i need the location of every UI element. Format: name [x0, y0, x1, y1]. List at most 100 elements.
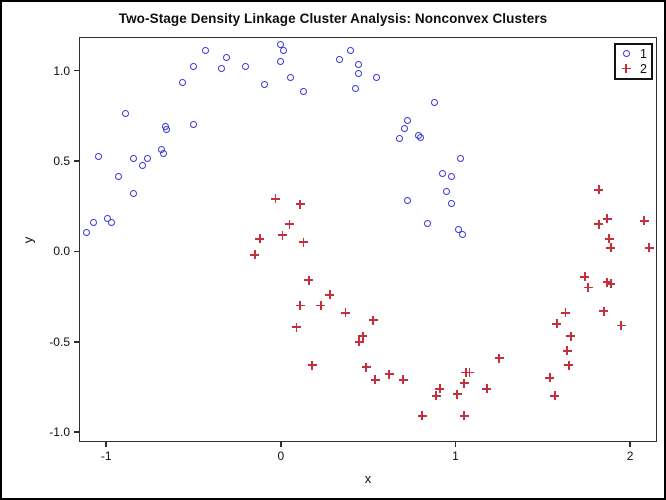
data-point-cluster-2 [606, 243, 616, 253]
data-point-cluster-2 [562, 346, 572, 356]
chart-title: Two-Stage Density Linkage Cluster Analys… [118, 11, 548, 26]
legend-item-cluster-1: 1 [620, 46, 647, 61]
data-point-cluster-2 [435, 384, 445, 394]
data-point-cluster-1 [336, 55, 344, 63]
data-point-cluster-2 [316, 301, 326, 311]
x-axis-tick-label: 0 [277, 449, 285, 463]
y-axis-title: y [20, 236, 36, 243]
data-point-cluster-2 [494, 353, 504, 363]
data-point-cluster-1 [400, 124, 408, 132]
data-point-cluster-1 [442, 187, 450, 195]
data-point-cluster-2 [370, 375, 380, 385]
data-point-cluster-1 [352, 84, 359, 92]
data-point-cluster-2 [452, 389, 462, 399]
data-point-cluster-2 [552, 319, 562, 329]
data-point-cluster-1 [280, 46, 288, 54]
data-point-cluster-2 [594, 185, 604, 195]
data-point-cluster-2 [639, 216, 649, 226]
data-point-cluster-2 [564, 360, 574, 370]
data-point-cluster-2 [398, 375, 408, 385]
data-point-cluster-2 [304, 275, 314, 285]
data-point-cluster-2 [594, 219, 604, 229]
data-point-cluster-1 [395, 135, 403, 143]
data-point-cluster-1 [130, 189, 138, 197]
data-point-cluster-1 [107, 218, 115, 226]
data-point-cluster-1 [217, 64, 225, 72]
data-point-cluster-1 [121, 110, 129, 118]
data-point-cluster-2 [250, 250, 260, 260]
data-point-cluster-2 [325, 290, 335, 300]
x-axis-tick [454, 441, 457, 447]
plot-area: x y 1 2 -1 0 1 2 1.0 0.5 0.0 -0.5 -1.0 [21, 37, 657, 486]
y-axis-tick-label: 1.0 [53, 63, 70, 78]
data-point-cluster-1 [189, 120, 197, 128]
y-axis-tick-label: -1.0 [49, 425, 70, 440]
data-point-cluster-1 [114, 173, 122, 181]
data-point-cluster-2 [361, 362, 371, 372]
data-point-cluster-1 [95, 153, 103, 161]
data-point-cluster-1 [179, 79, 187, 87]
x-axis-tick [105, 441, 107, 447]
y-axis-tick [74, 431, 80, 433]
x-axis-tick-label: 1 [452, 449, 459, 463]
data-point-cluster-1 [416, 133, 424, 141]
x-axis-tick [629, 441, 631, 447]
legend: 1 2 [614, 43, 653, 80]
data-point-cluster-2 [354, 337, 364, 347]
data-point-cluster-1 [138, 162, 146, 170]
legend-label: 2 [640, 61, 647, 76]
legend-item-cluster-2: 2 [620, 61, 647, 76]
data-point-cluster-1 [276, 57, 284, 65]
data-point-cluster-1 [458, 231, 466, 239]
data-point-cluster-1 [163, 126, 171, 134]
y-axis-tick [74, 341, 80, 343]
data-point-cluster-2 [644, 243, 654, 253]
data-point-cluster-2 [602, 214, 612, 224]
data-point-cluster-1 [261, 81, 269, 89]
data-point-cluster-1 [90, 218, 98, 226]
data-point-cluster-1 [439, 169, 447, 177]
data-point-cluster-2 [384, 369, 394, 379]
data-point-cluster-1 [430, 99, 438, 107]
data-point-cluster-2 [580, 272, 590, 282]
plus-marker-icon [620, 64, 632, 73]
data-point-cluster-2 [417, 411, 427, 421]
data-point-cluster-2 [545, 373, 555, 383]
data-point-cluster-2 [299, 237, 309, 247]
data-point-cluster-1 [144, 155, 152, 163]
data-point-cluster-2 [604, 234, 614, 244]
data-point-cluster-2 [550, 391, 560, 401]
data-point-cluster-2 [255, 234, 265, 244]
data-point-cluster-1 [287, 73, 295, 81]
data-point-cluster-2 [606, 279, 616, 289]
data-point-cluster-2 [285, 219, 295, 229]
data-point-cluster-2 [616, 320, 626, 330]
data-point-cluster-2 [340, 308, 350, 318]
data-point-cluster-1 [456, 155, 464, 163]
data-point-cluster-2 [566, 331, 576, 341]
data-point-cluster-1 [404, 117, 412, 125]
data-point-cluster-1 [423, 220, 431, 228]
data-point-cluster-1 [299, 88, 307, 96]
data-point-cluster-1 [201, 46, 209, 54]
data-point-cluster-2 [459, 378, 469, 388]
data-point-cluster-1 [130, 155, 138, 163]
data-point-cluster-1 [372, 73, 380, 81]
data-point-cluster-2 [482, 384, 492, 394]
data-point-cluster-2 [464, 367, 474, 377]
data-point-cluster-1 [355, 70, 363, 78]
x-axis-title: x [364, 471, 372, 486]
data-point-cluster-2 [292, 322, 302, 332]
data-point-cluster-1 [83, 229, 91, 237]
data-point-cluster-2 [459, 411, 469, 421]
circle-marker-icon [620, 50, 632, 57]
data-point-cluster-2 [368, 315, 378, 325]
data-point-cluster-1 [222, 53, 230, 61]
data-point-cluster-2 [599, 306, 609, 316]
x-axis-tick [280, 441, 282, 447]
data-point-cluster-2 [295, 301, 305, 311]
y-axis-tick [74, 160, 80, 162]
y-axis-tick [74, 69, 80, 72]
x-axis-tick-label: -1 [100, 449, 112, 463]
data-point-cluster-2 [358, 331, 368, 341]
